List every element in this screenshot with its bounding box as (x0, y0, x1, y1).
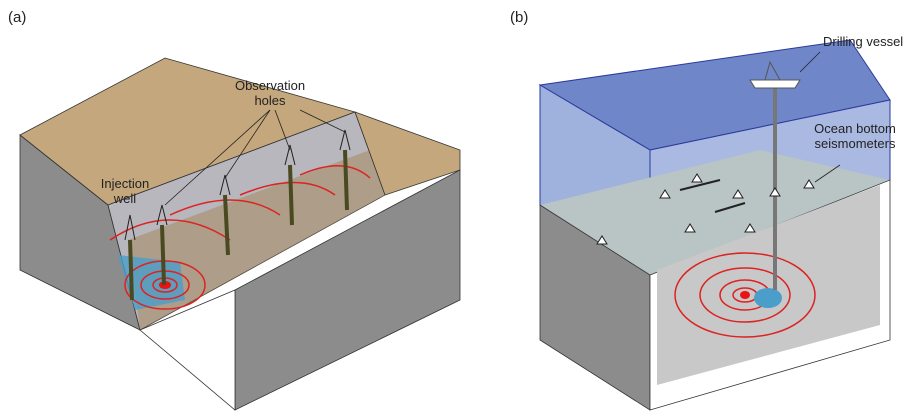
panel-label: (a) (8, 9, 26, 26)
section (657, 185, 880, 385)
annotation: Injection well (101, 176, 149, 206)
panel-b: (b) Drilling vessel Ocean bottom seismome… (510, 9, 903, 411)
seafloor (540, 150, 890, 275)
vessel-derrick (764, 60, 781, 81)
vessel (749, 79, 801, 89)
injected-fluid (754, 288, 782, 308)
wells (128, 149, 349, 301)
reservoir (128, 150, 385, 330)
front-face (139, 289, 236, 411)
leaders (164, 109, 346, 206)
leaders (799, 51, 841, 183)
annotation: Ocean bottom seismometers (814, 121, 896, 151)
annotation: Observation holes (235, 78, 305, 108)
annotation: Drilling vessel (823, 34, 903, 49)
panel-a: (a) Observation holes Injection well (8, 9, 461, 411)
panel-label: (b) (510, 9, 528, 26)
hypocenter (740, 291, 750, 299)
motion-arrows (679, 179, 746, 213)
derricks (124, 129, 351, 241)
seismometers (596, 173, 815, 245)
